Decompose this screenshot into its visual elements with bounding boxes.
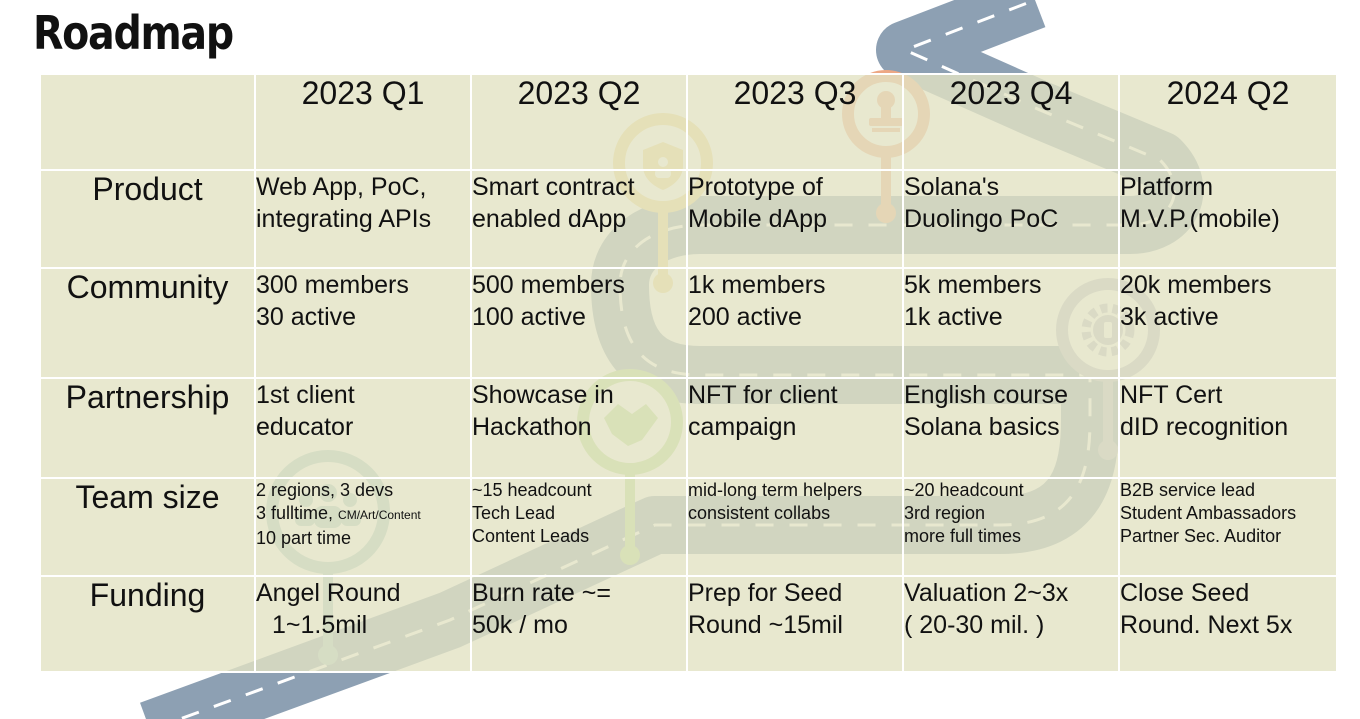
table-cell: Angel Round 1~1.5mil <box>254 575 472 673</box>
table-cell: 20k members 3k active <box>1118 267 1338 379</box>
table-cell: Burn rate ~= 50k / mo <box>470 575 688 673</box>
row-header: Partnership <box>39 377 256 479</box>
table-cell: Platform M.V.P.(mobile) <box>1118 169 1338 269</box>
table-row: Product Web App, PoC, integrating APIs Sm… <box>39 169 1338 269</box>
table-cell: Web App, PoC, integrating APIs <box>254 169 472 269</box>
table-cell: ~15 headcount Tech Lead Content Leads <box>470 477 688 577</box>
table-cell: 300 members 30 active <box>254 267 472 379</box>
table-cell: Close Seed Round. Next 5x <box>1118 575 1338 673</box>
table-cell: Showcase in Hackathon <box>470 377 688 479</box>
table-cell: Smart contract enabled dApp <box>470 169 688 269</box>
table-cell: Prototype of Mobile dApp <box>686 169 904 269</box>
page-title: Roadmap <box>33 6 234 60</box>
row-header: Community <box>39 267 256 379</box>
roadmap-table: 2023 Q1 2023 Q2 2023 Q3 2023 Q4 2024 Q2 … <box>39 73 1338 673</box>
column-header: 2023 Q3 <box>686 73 904 171</box>
table-row: Community 300 members 30 active 500 membe… <box>39 267 1338 379</box>
team-note: CM/Art/Content <box>338 508 421 522</box>
table-cell: NFT Cert dID recognition <box>1118 377 1338 479</box>
table-cell: 500 members 100 active <box>470 267 688 379</box>
table-cell: English course Solana basics <box>902 377 1120 479</box>
column-header: 2024 Q2 <box>1118 73 1338 171</box>
row-header: Funding <box>39 575 256 673</box>
column-header: 2023 Q2 <box>470 73 688 171</box>
table-cell: mid-long term helpers consistent collabs <box>686 477 904 577</box>
table-cell: Valuation 2~3x( 20-30 mil. ) <box>902 575 1120 673</box>
table-cell: NFT for client campaign <box>686 377 904 479</box>
table-cell: ~20 headcount 3rd region more full times <box>902 477 1120 577</box>
table-cell: 1k members 200 active <box>686 267 904 379</box>
table-cell: B2B service lead Student Ambassadors Partn… <box>1118 477 1338 577</box>
table-cell: 1st client educator <box>254 377 472 479</box>
table-cell: 2 regions, 3 devs 3 fulltime, CM/Art/Cont… <box>254 477 472 577</box>
table-cell: Prep for Seed Round ~15mil <box>686 575 904 673</box>
table-row: Funding Angel Round 1~1.5mil Burn rate ~=… <box>39 575 1338 673</box>
row-header: Team size <box>39 477 256 577</box>
table-cell: 5k members 1k active <box>902 267 1120 379</box>
row-header: Product <box>39 169 256 269</box>
table-cell: Solana's Duolingo PoC <box>902 169 1120 269</box>
table-row: Team size 2 regions, 3 devs 3 fulltime, C… <box>39 477 1338 577</box>
column-header: 2023 Q4 <box>902 73 1120 171</box>
header-row: 2023 Q1 2023 Q2 2023 Q3 2023 Q4 2024 Q2 <box>39 73 1338 171</box>
table-row: Partnership 1st client educator Showcase … <box>39 377 1338 479</box>
corner-cell <box>39 73 256 171</box>
column-header: 2023 Q1 <box>254 73 472 171</box>
